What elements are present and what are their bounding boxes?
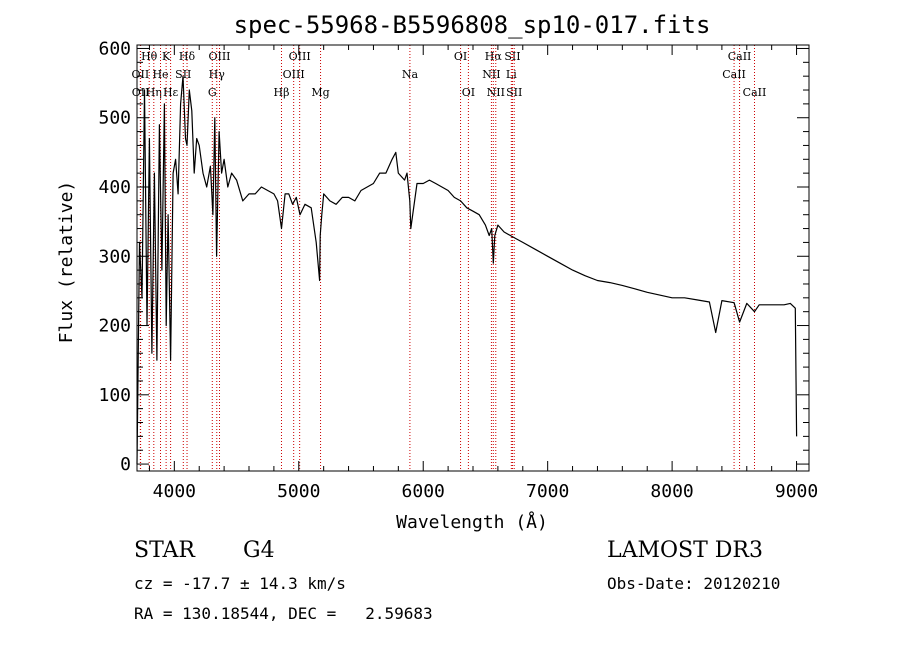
line-marker-label: OIII xyxy=(208,50,230,63)
x-tick-label: 9000 xyxy=(775,481,818,502)
x-tick-label: 6000 xyxy=(402,481,445,502)
y-tick-label: 0 xyxy=(120,454,131,475)
object-class: STAR xyxy=(134,538,195,563)
spectrum-chart: spec-55968-B5596808_sp10-017.fits Hθ OII O… xyxy=(56,11,818,533)
x-axis-label: Wavelength (Å) xyxy=(396,511,548,533)
spectrum-layer xyxy=(136,75,798,465)
coordinates: RA = 130.18544, DEC = 2.59683 xyxy=(134,604,433,623)
y-tick-label: 400 xyxy=(98,177,131,198)
line-marker-label: Na xyxy=(402,68,419,81)
line-marker-label: K xyxy=(162,50,171,63)
x-tick-label: 8000 xyxy=(650,481,693,502)
line-marker-label: SII xyxy=(506,86,522,99)
line-marker-label: Li xyxy=(506,68,517,81)
line-marker-label: SII xyxy=(175,68,191,81)
line-marker-label: OI xyxy=(454,50,467,63)
line-marker-label: Hα xyxy=(485,50,503,63)
line-marker-label: OIII xyxy=(283,68,305,81)
x-axis: 4000 5000 6000 7000 8000 9000 xyxy=(148,45,818,502)
line-marker-label: Hδ xyxy=(179,50,196,63)
line-marker-label: Hε xyxy=(163,86,179,99)
line-marker-label: NII xyxy=(487,86,505,99)
y-axis: 0 100 200 300 400 500 600 xyxy=(98,38,809,475)
line-marker-label: Hθ xyxy=(141,50,158,63)
x-tick-label: 5000 xyxy=(277,481,320,502)
y-tick-label: 500 xyxy=(98,108,131,129)
line-marker-label: SII xyxy=(504,50,520,63)
y-tick-label: 600 xyxy=(98,38,131,59)
line-marker-label: He xyxy=(152,68,168,81)
survey-name: LAMOST DR3 xyxy=(607,538,763,563)
line-marker-label: OI xyxy=(462,86,475,99)
line-marker-label: G xyxy=(208,86,217,99)
line-marker-label: CaII xyxy=(728,50,752,63)
line-marker-label: OIII xyxy=(289,50,311,63)
x-tick-label: 7000 xyxy=(526,481,569,502)
y-tick-label: 300 xyxy=(98,246,131,267)
line-marker-label: CaII xyxy=(743,86,767,99)
y-tick-label: 100 xyxy=(98,385,131,406)
y-axis-label: Flux (relative) xyxy=(56,181,77,344)
x-tick-label: 4000 xyxy=(153,481,196,502)
y-tick-label: 200 xyxy=(98,316,131,337)
line-marker-label: Hγ xyxy=(209,68,226,81)
line-marker-label: NII xyxy=(482,68,500,81)
obs-date: Obs-Date: 20120210 xyxy=(607,574,781,593)
object-subclass: G4 xyxy=(243,538,275,563)
spectrum-line xyxy=(136,75,798,465)
line-marker-label: Hη xyxy=(146,86,162,99)
line-marker-label: Mg xyxy=(311,86,329,99)
line-marker-label: OII xyxy=(132,68,150,81)
plot-frame xyxy=(136,44,810,472)
line-marker-label: Hβ xyxy=(274,86,290,99)
redshift-text: cz = -17.7 ± 14.3 km/s xyxy=(134,574,346,593)
chart-title: spec-55968-B5596808_sp10-017.fits xyxy=(234,11,711,39)
line-marker-label: CaII xyxy=(722,68,746,81)
